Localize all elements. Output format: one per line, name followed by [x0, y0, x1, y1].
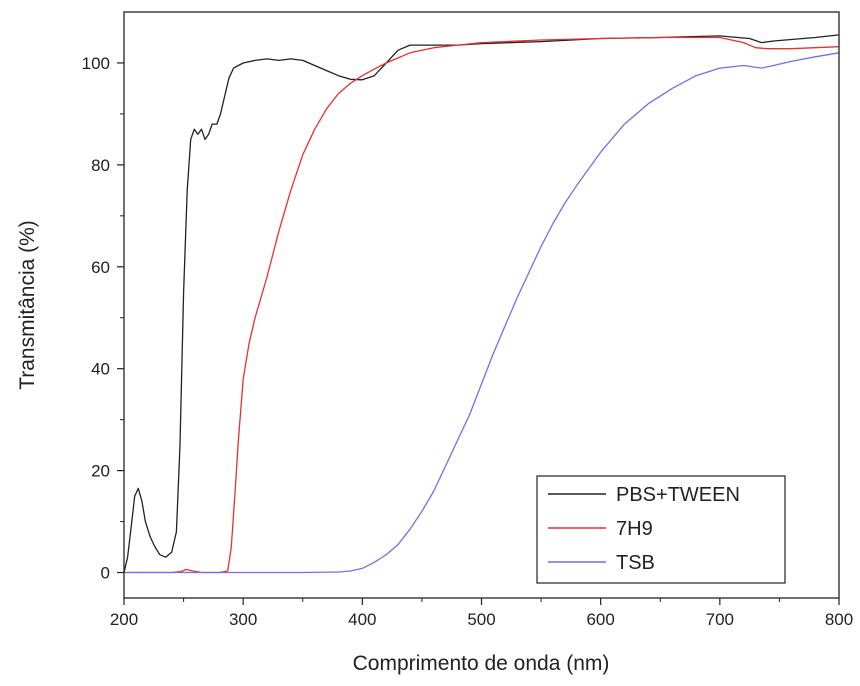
y-tick-label-0: 0: [101, 564, 110, 583]
y-tick-label-80: 80: [91, 156, 110, 175]
legend-label-tsb: TSB: [616, 552, 655, 574]
x-tick-label-700: 700: [706, 610, 734, 629]
legend-label-pbs-tween: PBS+TWEEN: [616, 484, 740, 506]
x-tick-label-500: 500: [467, 610, 495, 629]
y-tick-label-20: 20: [91, 462, 110, 481]
y-axis-label: Transmitância (%): [16, 220, 39, 390]
series-line-tsb: [124, 52, 840, 574]
y-tick-label-40: 40: [91, 360, 110, 379]
series-lines: [123, 34, 840, 574]
legend-label-7h9: 7H9: [616, 518, 653, 540]
x-tick-label-300: 300: [229, 610, 257, 629]
y-tick-label-60: 60: [91, 258, 110, 277]
axis-ticks: 200 300 400 500 600 700 800 0 20 40 60 80 100: [82, 54, 854, 629]
x-tick-label-600: 600: [586, 610, 614, 629]
y-tick-label-100: 100: [82, 54, 110, 73]
x-tick-label-200: 200: [110, 610, 138, 629]
x-tick-label-800: 800: [825, 610, 853, 629]
x-tick-label-400: 400: [348, 610, 376, 629]
series-line-pbs-tween: [123, 34, 840, 573]
legend: PBS+TWEEN 7H9 TSB: [536, 475, 786, 584]
x-axis-label: Comprimento de onda (nm): [353, 652, 610, 675]
series-line-7h9: [124, 36, 840, 574]
